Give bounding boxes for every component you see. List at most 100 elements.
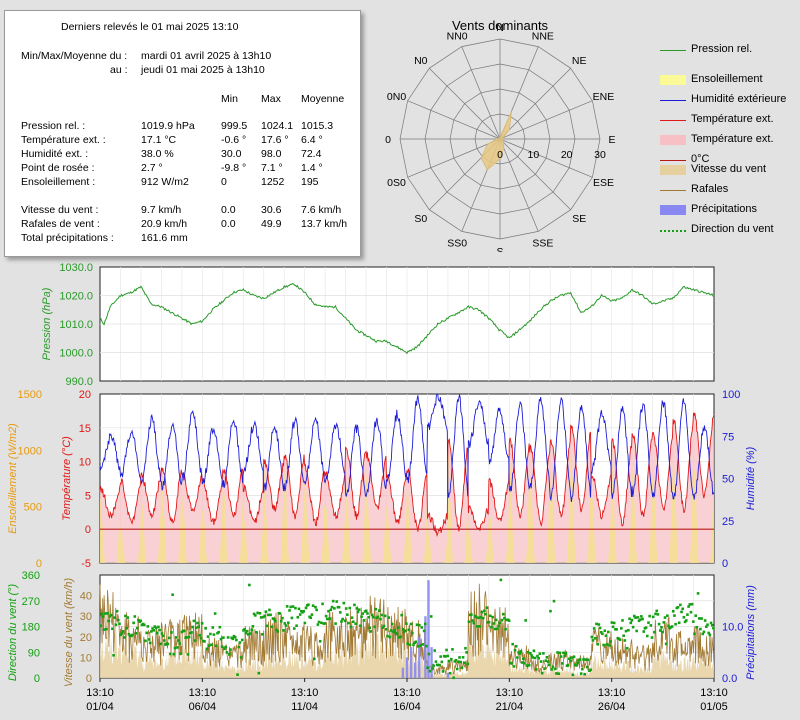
wind-direction-dot (192, 619, 196, 623)
wind-direction-dot (113, 616, 117, 619)
x-tick-date: 11/04 (291, 701, 318, 713)
direction-label: NNE (532, 31, 554, 43)
wind-direction-dot (386, 634, 389, 638)
wind-row-min: 0.0 (221, 218, 236, 230)
speed-tick-label: 0 (86, 673, 92, 685)
wind-direction-dot (518, 652, 522, 655)
wind-direction-dot (543, 667, 546, 670)
wind-direction-dot (360, 615, 363, 619)
wind-rose-area (480, 111, 512, 171)
wind-direction-dot (406, 642, 409, 645)
wind-direction-dot (651, 615, 655, 619)
wind-direction-dot (124, 614, 127, 618)
wind-direction-dot (263, 614, 267, 618)
direction-label: N0 (414, 55, 428, 67)
wind-direction-dot (488, 614, 492, 618)
wind-direction-dot (392, 630, 395, 633)
wind-direction-dot (283, 622, 287, 625)
stats-row-max: 98.0 (261, 148, 282, 160)
wind-direction-dot (433, 649, 437, 652)
wind-direction-dot (615, 628, 618, 631)
wind-direction-dot (635, 629, 638, 633)
sun-tick-label: 1000 (18, 445, 42, 457)
wind-direction-dot (204, 626, 207, 630)
wind-direction-dot (483, 609, 486, 613)
legend: Pression rel. Ensoleillement Humidité exté… (658, 40, 798, 240)
wind-direction-dot (369, 630, 373, 633)
wind-direction-dot (107, 619, 111, 623)
wind-direction-dot (357, 608, 361, 611)
wind-direction-dot (346, 613, 349, 616)
wind-direction-dot (158, 628, 161, 632)
wind-direction-dot (551, 665, 555, 669)
wind-direction-dot (407, 628, 411, 632)
wind-direction-dot (687, 605, 690, 608)
wind-direction-dot (269, 613, 272, 617)
wind-direction-dot (475, 625, 479, 628)
wind-direction-dot (654, 612, 657, 616)
direction-label: SS0 (447, 237, 467, 249)
wind-direction-dot (315, 608, 318, 612)
speed-tick-label: 10 (80, 652, 92, 664)
wind-direction-dot (133, 615, 137, 618)
wind-direction-dot (236, 673, 239, 676)
pressure-chart: 990.0 1000.0 1010.0 1020.0 1030.0 Pression (h… (41, 262, 715, 388)
legend-label: Direction du vent (691, 223, 774, 235)
wind-direction-dot (667, 624, 670, 628)
wind-direction-dot (364, 609, 368, 613)
wind-direction-dot (451, 648, 454, 651)
stats-row-current: 38.0 % (141, 148, 174, 160)
wind-direction-dot (693, 632, 696, 636)
wind-direction-dot (471, 619, 474, 622)
wind-direction-dot (440, 660, 444, 664)
period-from-label: Min/Max/Moyenne du : (21, 50, 128, 62)
wind-direction-dot (311, 604, 315, 607)
wind-direction-dot (640, 615, 643, 618)
wind-direction-dot (324, 614, 328, 618)
wind-direction-dot (102, 628, 106, 631)
wind-direction-dot (522, 657, 525, 660)
wind-direction-dot (114, 623, 118, 627)
speed-tick-label: 30 (80, 611, 92, 623)
wind-direction-dot (496, 627, 499, 631)
x-tick-date: 21/04 (496, 701, 524, 713)
wind-direction-dot (174, 636, 178, 639)
wind-direction-dot (100, 612, 104, 616)
wind-direction-dot (538, 652, 542, 655)
wind-direction-dot (187, 635, 191, 639)
legend-swatch (660, 190, 686, 191)
wind-direction-dot (503, 616, 506, 620)
direction-label: SSE (532, 237, 553, 249)
wind-direction-dot (196, 621, 199, 625)
wind-direction-dot (409, 622, 413, 626)
wind-direction-dot (401, 627, 405, 631)
wind-direction-dot (636, 616, 640, 619)
wind-direction-dot (662, 621, 666, 624)
wind-direction-dot (596, 642, 599, 646)
wind-row-current: 20.9 km/h (141, 218, 188, 230)
wind-direction-dot (258, 611, 262, 615)
wind-direction-dot (620, 627, 623, 630)
wind-direction-dot (229, 648, 232, 651)
wind-direction-dot (349, 625, 353, 629)
wind-direction-dot (381, 626, 385, 629)
wind-direction-dot (589, 668, 592, 672)
sun-tick-label: 500 (24, 502, 42, 514)
wind-direction-dot (105, 627, 108, 631)
radar-tick-label: 10 (527, 149, 539, 161)
wind-direction-dot (608, 644, 611, 647)
wind-direction-dot (709, 621, 713, 625)
wind-direction-dot (591, 639, 595, 642)
wind-direction-dot (290, 616, 294, 620)
wind-direction-dot (447, 659, 451, 663)
wind-direction-dot (532, 649, 536, 653)
wind-direction-dot (524, 619, 527, 622)
wind-direction-dot (395, 632, 399, 636)
wind-direction-dot (526, 651, 530, 654)
wind-direction-dot (632, 614, 636, 618)
radar-spoke (407, 100, 501, 140)
wind-direction-dot (172, 652, 176, 656)
wind-direction-dot (585, 665, 589, 669)
pressure-tick-label: 1010.0 (59, 319, 93, 331)
radar-spoke (499, 138, 571, 210)
